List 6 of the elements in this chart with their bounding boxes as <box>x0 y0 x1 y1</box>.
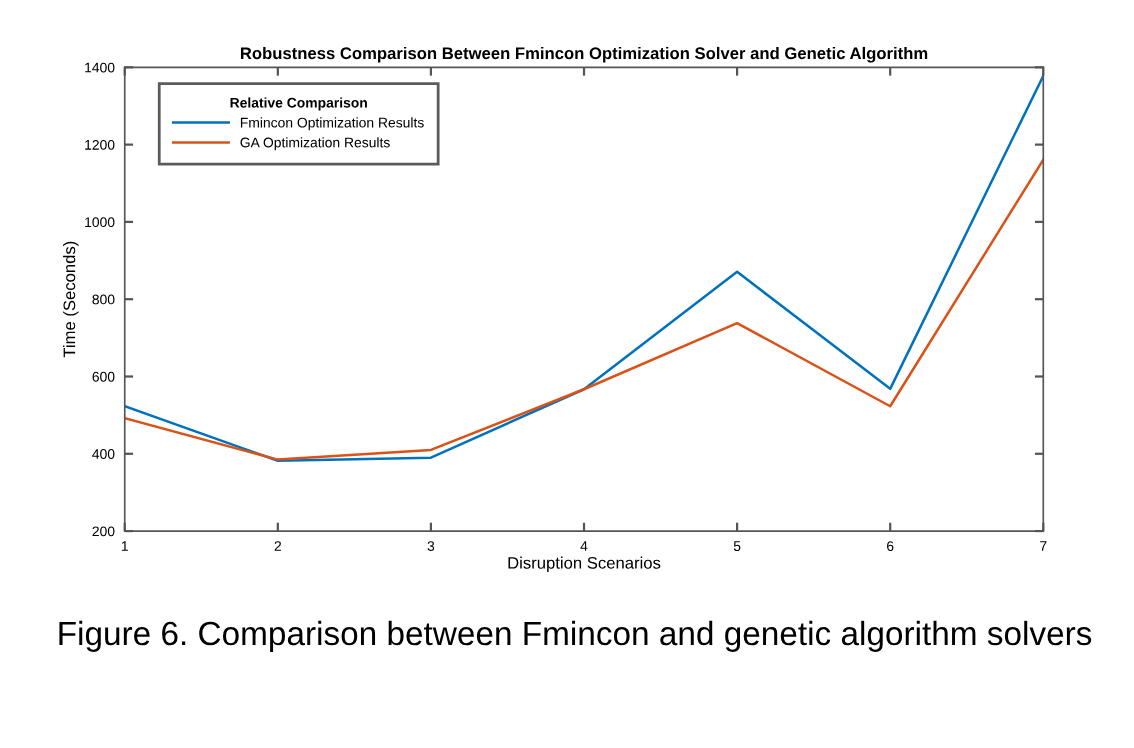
line-series <box>124 74 1044 462</box>
line-series <box>124 158 1044 461</box>
chart-title: Robustness Comparison Between Fmincon Optimization Solver and Genetic Algorithm <box>240 46 928 63</box>
caption: Figure 6. Comparison between Fmincon and genetic algorithm solvers <box>59 620 1092 652</box>
x-axis-title: Disruption Scenarios <box>508 556 661 573</box>
y-axis-title: Time (Seconds) <box>63 241 79 358</box>
